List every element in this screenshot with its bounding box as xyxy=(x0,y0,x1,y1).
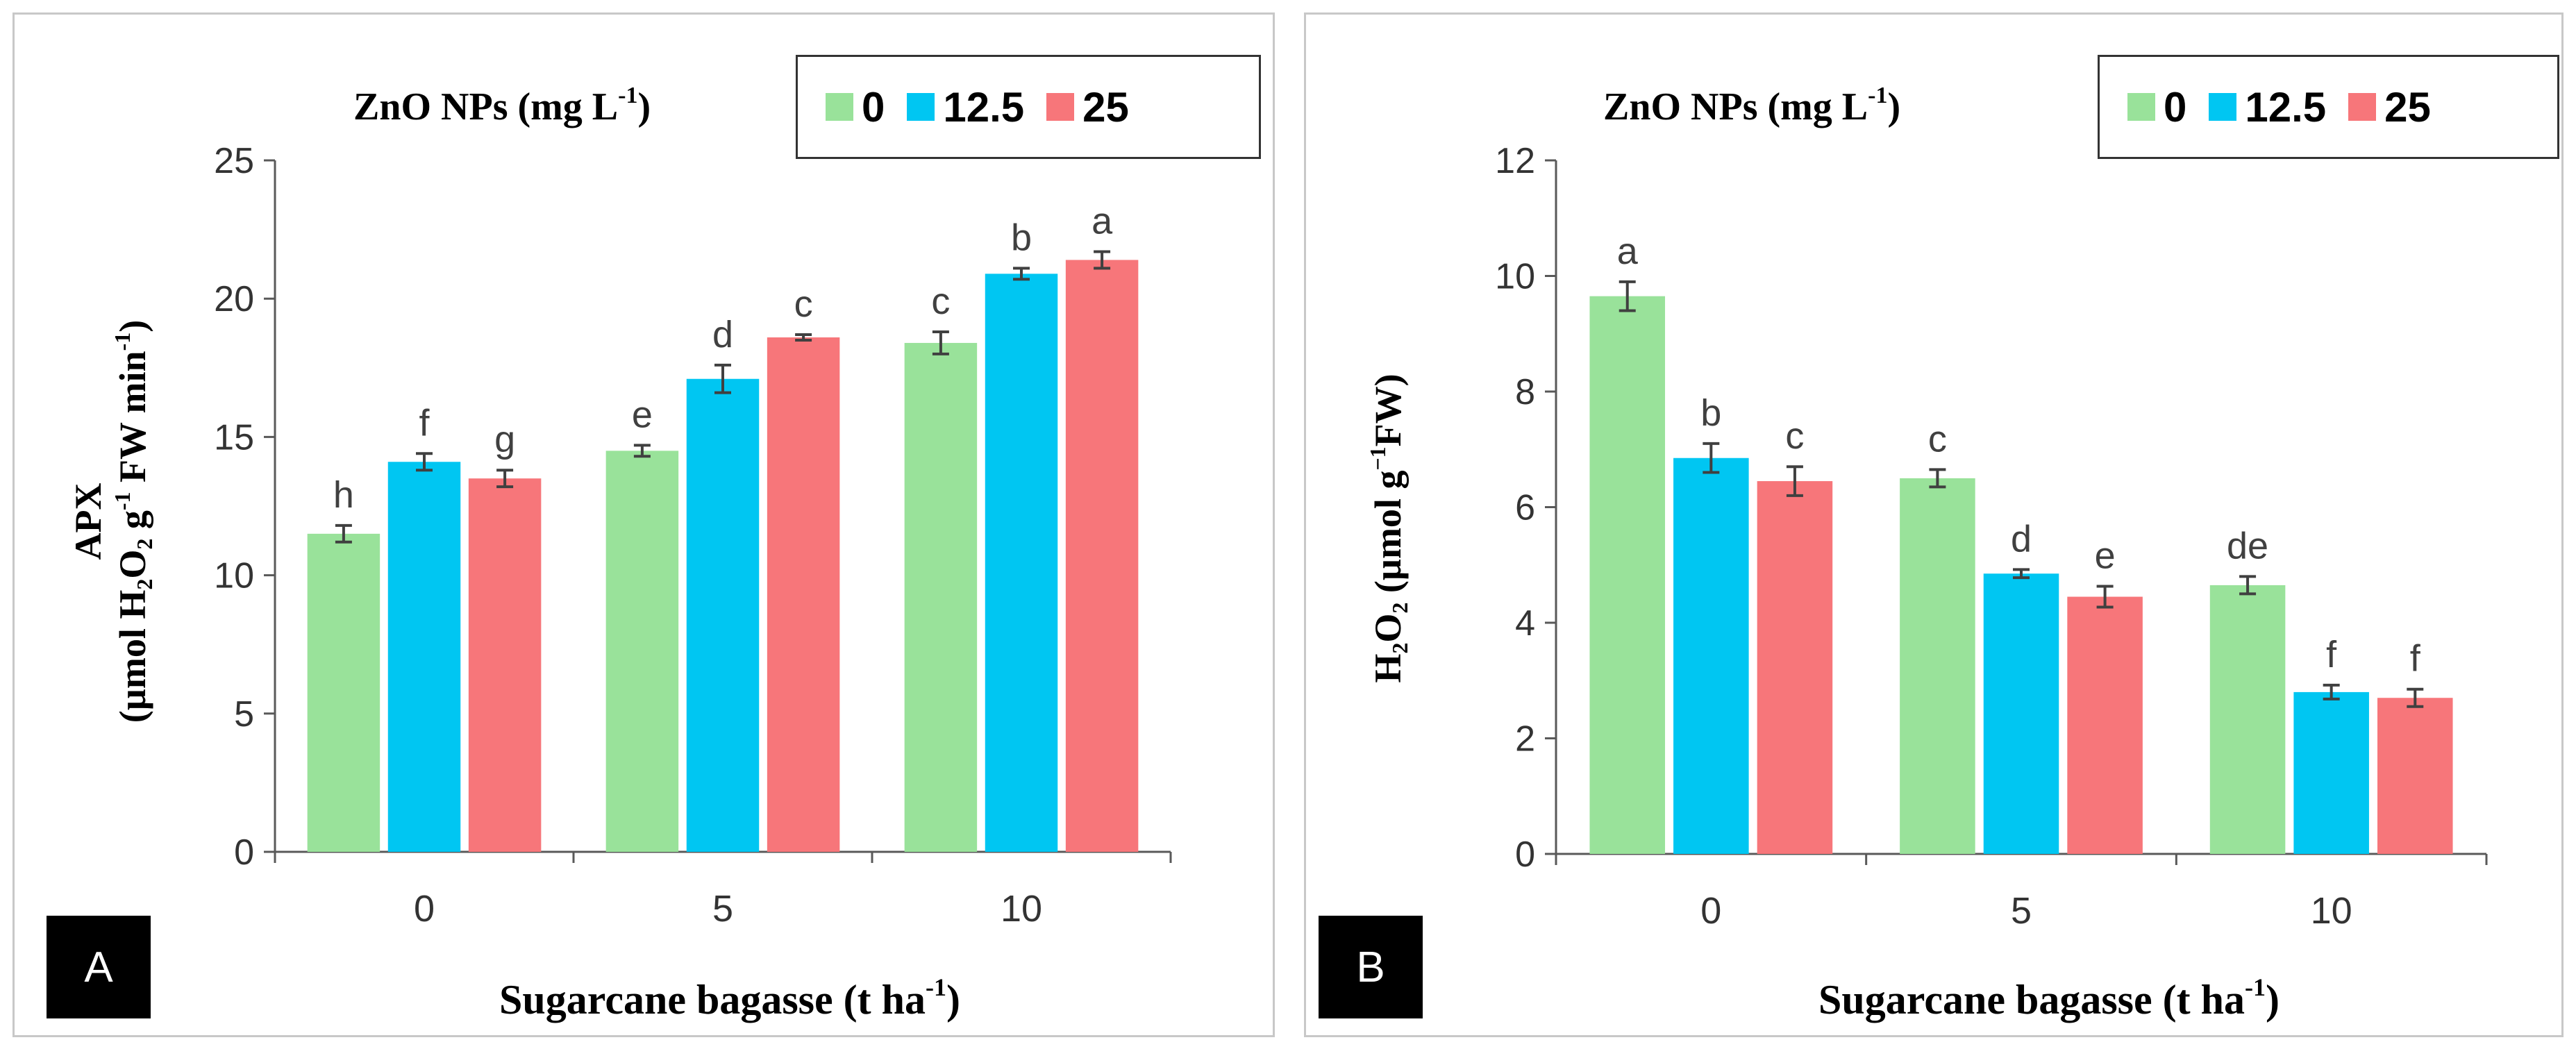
legend-title-a: ZnO NPs (mg L-1) xyxy=(353,83,651,128)
chart-b-bar xyxy=(1983,573,2059,854)
legend-swatch-0 xyxy=(2127,93,2155,121)
chart-a-bar xyxy=(468,478,542,852)
chart-a-significance-letter: a xyxy=(1092,200,1113,242)
legend-box-b: 0 12.5 25 xyxy=(2098,55,2559,159)
legend-label-12-5: 12.5 xyxy=(943,83,1025,131)
legend-item-0: 0 xyxy=(826,83,885,131)
legend-label-0: 0 xyxy=(2164,83,2187,131)
chart-a-bar xyxy=(686,378,760,852)
x-axis-label-a: Sugarcane bagasse (t ha-1) xyxy=(499,973,960,1023)
y-axis-label-a: APX (µmol H2O2 g-1 FW min-1) xyxy=(67,319,158,723)
chart-b-significance-letter: de xyxy=(2227,525,2268,567)
legend-label-25: 25 xyxy=(2384,83,2431,131)
chart-b-y-tick-label: 12 xyxy=(1495,141,1535,181)
chart-b-y-tick-label: 4 xyxy=(1515,603,1535,644)
chart-b-y-tick-label: 8 xyxy=(1515,372,1535,412)
chart-panel-b: 0 2 4 6 8 10 12 0 5 10 a b c c d e de f f ZnO NPs (mg L-1)… xyxy=(1304,12,2564,1037)
chart-b-bar xyxy=(1673,458,1749,854)
chart-b-significance-letter: f xyxy=(2326,634,2337,675)
chart-b-y-tick-label: 2 xyxy=(1515,719,1535,760)
legend-swatch-25 xyxy=(2348,93,2377,121)
chart-a-significance-letter: g xyxy=(494,419,515,460)
chart-a-significance-letter: e xyxy=(632,394,653,435)
chart-a-bar xyxy=(767,337,840,852)
chart-a-x-tick-label: 0 xyxy=(414,888,435,930)
chart-a-y-tick-label: 20 xyxy=(214,279,254,319)
chart-a-significance-letter: h xyxy=(333,474,354,516)
chart-b-x-tick-label: 0 xyxy=(1700,890,1721,932)
panel-letter-a: A xyxy=(47,916,151,1018)
chart-a-bar xyxy=(307,533,380,852)
chart-b-bar xyxy=(1900,478,1975,854)
chart-b-bar xyxy=(2293,691,2369,854)
legend-item-25: 25 xyxy=(2348,83,2431,131)
chart-b-x-tick-label: 5 xyxy=(2011,890,2032,932)
chart-b-significance-letter: e xyxy=(2095,535,2116,577)
chart-a-bar xyxy=(605,451,679,852)
chart-a-y-tick-label: 0 xyxy=(234,832,254,873)
chart-a-significance-letter: b xyxy=(1011,217,1032,258)
legend-item-25: 25 xyxy=(1046,83,1129,131)
y-axis-label-b: H2O2 (µmol g−1FW) xyxy=(1365,374,1412,683)
legend-label-12-5: 12.5 xyxy=(2245,83,2327,131)
chart-b-significance-letter: c xyxy=(1785,415,1804,457)
chart-a-significance-letter: c xyxy=(931,280,950,322)
legend-swatch-25 xyxy=(1046,93,1075,121)
chart-a-bar xyxy=(1065,260,1139,852)
legend-label-25: 25 xyxy=(1082,83,1129,131)
chart-a-significance-letter: f xyxy=(419,402,430,444)
chart-b-bar xyxy=(2067,596,2143,854)
legend-item-12-5: 12.5 xyxy=(907,83,1024,131)
x-axis-label-b: Sugarcane bagasse (t ha-1) xyxy=(1818,973,2280,1023)
chart-b-bar xyxy=(2377,698,2453,854)
chart-b-bar xyxy=(1589,296,1666,854)
legend-title-b: ZnO NPs (mg L-1) xyxy=(1603,83,1901,128)
chart-b-significance-letter: f xyxy=(2410,638,2421,680)
chart-b-bar xyxy=(2209,585,2286,854)
legend-box-a: 0 12.5 25 xyxy=(796,55,1261,159)
chart-a-significance-letter: c xyxy=(794,283,813,325)
legend-item-12-5: 12.5 xyxy=(2209,83,2326,131)
legend-swatch-12-5 xyxy=(2209,93,2237,121)
chart-b-significance-letter: a xyxy=(1617,230,1639,272)
legend-label-0: 0 xyxy=(862,83,885,131)
chart-b-significance-letter: c xyxy=(1928,418,1947,460)
chart-b-y-tick-label: 10 xyxy=(1495,257,1535,297)
chart-b-x-tick-label: 10 xyxy=(2311,890,2352,932)
chart-a-significance-letter: d xyxy=(712,314,733,355)
legend-item-0: 0 xyxy=(2127,83,2186,131)
chart-a-x-tick-label: 5 xyxy=(712,888,733,930)
chart-b-significance-letter: d xyxy=(2011,518,2032,560)
chart-a-bar xyxy=(387,462,461,852)
chart-a-svg: 0 5 10 15 20 25 0 5 10 h f g e d c c b a xyxy=(214,141,1172,930)
chart-a-bar xyxy=(904,342,978,853)
chart-b-y-tick-label: 6 xyxy=(1515,488,1535,528)
legend-swatch-12-5 xyxy=(907,93,935,121)
chart-b-y-tick-label: 0 xyxy=(1515,834,1535,875)
chart-b-bar xyxy=(1757,481,1833,854)
chart-a-y-tick-label: 15 xyxy=(214,417,254,458)
chart-a-bar xyxy=(985,274,1058,852)
chart-a-x-tick-label: 10 xyxy=(1001,888,1042,930)
legend-swatch-0 xyxy=(826,93,853,121)
chart-a-y-tick-label: 25 xyxy=(214,141,254,181)
chart-b-significance-letter: b xyxy=(1700,392,1721,434)
chart-a-y-tick-label: 10 xyxy=(214,556,254,596)
panel-letter-b: B xyxy=(1319,916,1423,1018)
chart-a-y-tick-label: 5 xyxy=(234,694,254,735)
chart-panel-a: 0 5 10 15 20 25 0 5 10 h f g e d c c b a ZnO NPs (mg L-1)… xyxy=(12,12,1275,1037)
